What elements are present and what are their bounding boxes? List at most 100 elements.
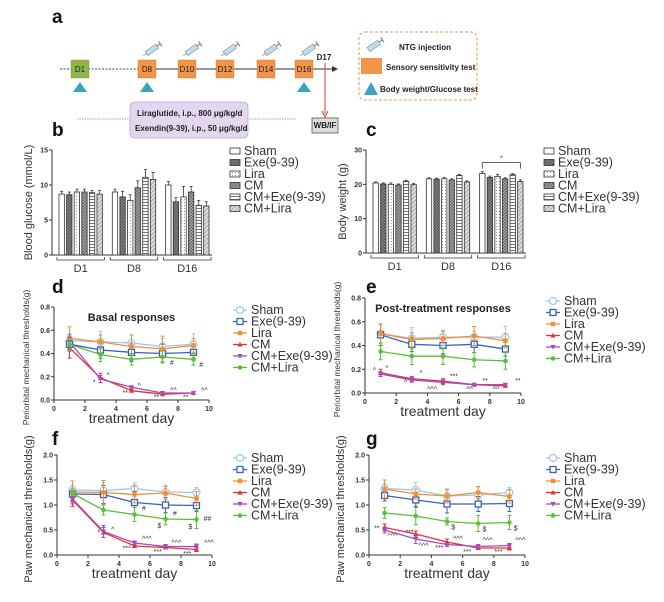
syringe-icon (182, 41, 203, 57)
chart-post-treatment-responses: 0.0 0.2 0.4 0.6 0.8 0 2 4 6 8 10 treatment day Perio… (332, 282, 646, 419)
y-tick-label: 15 (40, 148, 48, 155)
x-tick-label: 2 (398, 561, 402, 568)
data-point (506, 543, 512, 549)
data-point (131, 543, 138, 548)
data-point (67, 341, 72, 347)
data-point (69, 497, 76, 502)
significance-label: *** (435, 545, 443, 552)
data-point (128, 388, 135, 393)
legend-marker-exe-9-39 (549, 308, 557, 317)
legend-label-cm-lira: CM+Lira (564, 509, 612, 523)
data-point (502, 382, 508, 388)
legend-label-cm: CM (564, 329, 583, 343)
bar-exe-9-39-d16 (486, 177, 494, 254)
data-point (97, 377, 104, 382)
syringe-icon (261, 41, 282, 57)
bar-exe-9-39-d1 (380, 183, 387, 254)
timeline-day-d16: D16 (294, 41, 320, 92)
series-cm-exe-9-39 (69, 493, 200, 550)
y-axis-label: Blood glucose (mmol/L) (23, 145, 35, 261)
significance-label: ^^^ (419, 543, 430, 550)
x-tick-label: 8 (176, 406, 180, 413)
data-point (193, 544, 200, 550)
bar-cm-lira-d16 (203, 205, 210, 256)
data-point (161, 501, 170, 509)
data-point (190, 391, 197, 396)
data-point (471, 382, 477, 388)
significance-label: ** (183, 395, 189, 402)
data-point (160, 346, 165, 352)
significance-label: * (385, 365, 388, 372)
category-bracket (423, 255, 473, 259)
legend-marker-cm (237, 341, 243, 347)
x-tick-label: 10 (208, 561, 216, 568)
data-point (194, 496, 199, 501)
y-tick-label: 1.5 (43, 478, 53, 485)
significance-label: *** (463, 549, 471, 556)
data-point (382, 528, 388, 533)
y-tick-label: 2.0 (355, 453, 365, 460)
data-point (413, 491, 418, 497)
timeline-day-d12: D12 (215, 41, 241, 79)
day-box (70, 59, 90, 79)
y-tick-label: 10 (40, 183, 48, 190)
bar-exe-9-39-d16 (172, 201, 180, 256)
panel-label-d: d (52, 277, 64, 298)
legend-label-cm-exe-9-39: CM+Exe(9-39) (244, 190, 326, 204)
legend-label-lira: Lira (558, 167, 579, 181)
legend-marker-sham (548, 453, 558, 463)
day-box (294, 59, 314, 79)
bar-sham-d1 (58, 193, 65, 256)
x-tick-label: 0 (55, 561, 59, 568)
data-point (409, 353, 415, 359)
data-point (440, 380, 446, 385)
legend-marker-cm-lira (550, 513, 556, 518)
significance-label: ** (154, 395, 160, 402)
legend-label-cm-exe-9-39: CM+Exe(9-39) (564, 340, 646, 354)
legend-label-lira: Lira (251, 326, 272, 340)
data-point (444, 542, 450, 548)
series-cm-lira (378, 342, 508, 370)
test-triangle-icon (140, 82, 154, 92)
y-tick-label: 0.4 (351, 343, 361, 350)
significance-label: ^^ (170, 388, 177, 395)
timeline-arrowhead (332, 66, 338, 72)
treatment-box (129, 101, 249, 139)
data-point (101, 507, 106, 513)
chart-paw-post-treatment: 0.0 0.5 1.0 1.5 2.0 0 2 4 6 8 10 treatment day Paw m… (335, 435, 646, 582)
bar-sham-d1 (372, 182, 379, 254)
bar-cm-d16 (502, 178, 509, 254)
significance-label: ^^ (201, 388, 208, 395)
legend-label-exe-9-39: Exe(9-39) (244, 156, 299, 170)
bar-sham-d8 (425, 178, 433, 254)
treatment-exendin: Exendin(9-39), i.p., 50 μg/kg/d (135, 124, 248, 133)
data-point (159, 391, 166, 396)
bar-cm-lira-d1 (96, 193, 103, 256)
category-label-d16: D16 (177, 263, 197, 275)
data-point (98, 352, 103, 357)
significance-label: $ (482, 527, 486, 534)
data-point (191, 357, 196, 362)
data-point (382, 510, 387, 516)
day-label: D12 (218, 65, 233, 74)
syringe-icon (366, 37, 385, 52)
x-tick-label: 8 (179, 561, 183, 568)
bar-cm-d8 (448, 179, 455, 254)
day-box (256, 59, 276, 79)
data-point (378, 331, 383, 336)
chart-blood-glucose: 0 5 10 15 Blood glucose (mmol/L) D1 D8 D16 ShamE… (23, 144, 326, 275)
legend-swatch-exe-9-39 (229, 159, 241, 166)
timeline-day-d10: D10 (177, 41, 203, 79)
y-tick-label: 0.8 (351, 296, 361, 303)
legend-label-cm-exe-9-39: CM+Exe(9-39) (558, 190, 640, 204)
legend-label-sham: Sham (251, 451, 284, 465)
y-tick-label: 0.6 (351, 319, 361, 326)
y-tick-label: 0.0 (355, 553, 365, 560)
y-tick-label: 0.5 (43, 528, 53, 535)
data-point (163, 516, 168, 522)
legend-marker-cm-exe-9-39 (550, 345, 556, 350)
significance-label: # (173, 511, 177, 518)
legend-label-cm-exe-9-39: CM+Exe(9-39) (564, 497, 646, 511)
legend-label-sham: Sham (244, 144, 277, 158)
timeline-day-d8: D8 (137, 41, 163, 92)
